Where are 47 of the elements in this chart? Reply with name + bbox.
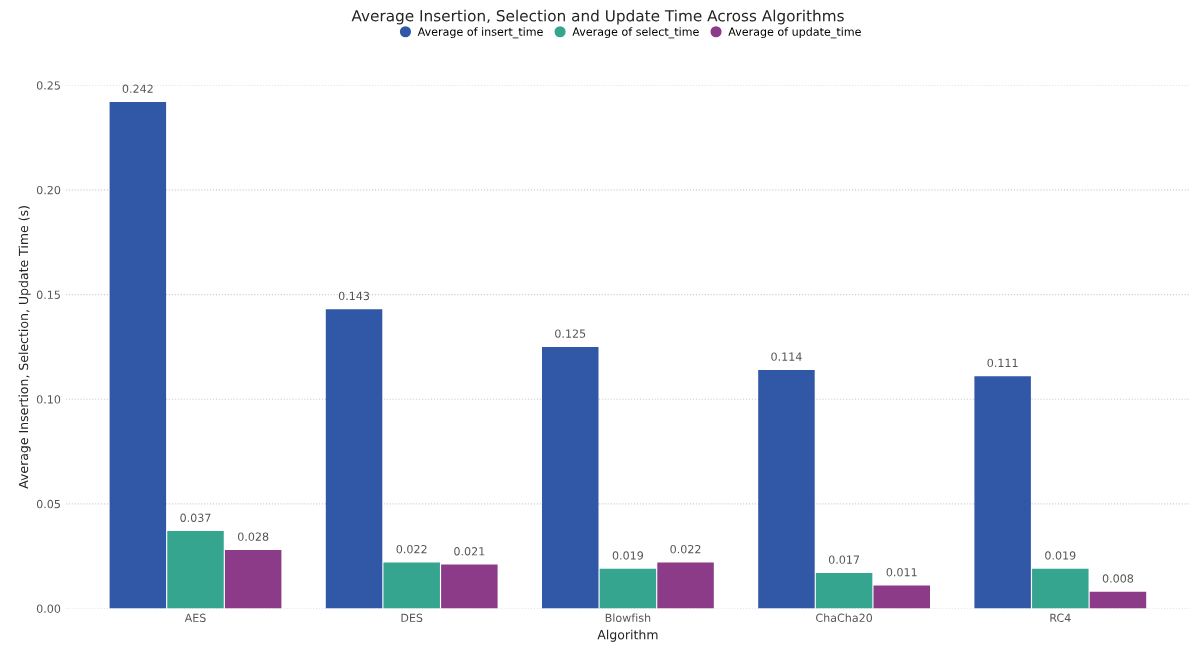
y-tick-label: 0.25: [36, 81, 60, 90]
legend-label: Average of select_time: [572, 27, 699, 39]
bar: [873, 585, 930, 609]
x-tick-label: RC4: [1050, 613, 1071, 622]
data-label: 0.125: [555, 329, 586, 338]
data-label: 0.028: [237, 532, 269, 541]
bar: [1089, 591, 1147, 609]
y-tick-label: 0.00: [36, 604, 61, 613]
bar: [167, 531, 224, 609]
data-label: 0.021: [454, 547, 485, 556]
y-axis-title: Average Insertion, Selection, Update Time (s): [18, 206, 31, 489]
bar: [325, 309, 383, 609]
bar: [109, 102, 167, 609]
bar: [1032, 568, 1089, 609]
y-tick-label: 0.15: [36, 290, 60, 299]
legend-label: Average of update_time: [728, 27, 861, 39]
data-label: 0.111: [987, 358, 1018, 368]
x-tick-label: DES: [401, 613, 423, 622]
data-label: 0.011: [886, 568, 917, 577]
y-tick-label: 0.20: [36, 185, 61, 195]
bar: [224, 549, 282, 609]
x-tick-label: ChaCha20: [816, 613, 873, 622]
data-label: 0.242: [122, 84, 153, 93]
bar: [657, 562, 714, 609]
bar: [599, 568, 657, 609]
bar: [974, 376, 1031, 609]
bar: [383, 562, 440, 609]
x-tick-label: Blowfish: [605, 613, 651, 622]
x-tick-label: AES: [184, 613, 206, 622]
data-label: 0.143: [338, 291, 370, 301]
data-label: 0.019: [1045, 551, 1076, 560]
data-label: 0.114: [771, 352, 802, 361]
y-tick-label: 0.10: [36, 395, 61, 404]
data-label: 0.037: [180, 513, 211, 522]
data-label: 0.022: [396, 544, 427, 554]
data-label: 0.017: [828, 555, 860, 564]
legend-label: Average of insert_time: [417, 27, 543, 39]
y-tick-label: 0.05: [36, 499, 60, 509]
bar: [758, 369, 815, 609]
data-label: 0.022: [670, 544, 701, 554]
data-label: 0.019: [612, 551, 644, 560]
chart-title: Average Insertion, Selection and Update Time Across Algorithms: [351, 9, 844, 25]
bar: [815, 572, 873, 609]
bar: [441, 564, 498, 609]
x-axis-title: Algorithm: [597, 629, 658, 642]
bar: [542, 346, 599, 609]
data-label: 0.008: [1102, 574, 1134, 583]
